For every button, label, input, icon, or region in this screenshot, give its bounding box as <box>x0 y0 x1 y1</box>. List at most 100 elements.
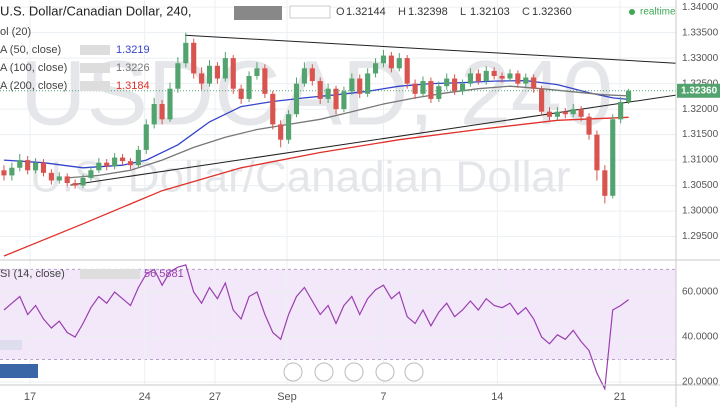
candle-body <box>507 73 513 79</box>
legend-label: A (50, close) <box>0 44 61 56</box>
candle-body <box>475 73 481 82</box>
legend-value: 1.3219 <box>116 44 150 56</box>
masked-box <box>0 364 38 378</box>
ohlc-key: O <box>336 6 345 18</box>
candle-body <box>33 162 39 171</box>
rsi-band <box>0 269 676 360</box>
ohlc-value: 1.32144 <box>346 6 386 18</box>
candle-body <box>594 134 600 171</box>
candle-body <box>444 78 450 87</box>
candle-body <box>523 77 529 84</box>
candle-body <box>9 167 15 176</box>
candle-body <box>404 58 410 84</box>
candle-body <box>25 160 31 171</box>
candle-body <box>459 83 466 92</box>
price-axis <box>676 0 720 385</box>
y-tick-label: 20.0000 <box>682 377 719 388</box>
y-tick-label: 1.33500 <box>682 27 719 38</box>
candle-body <box>199 73 205 84</box>
candle-body <box>349 78 355 92</box>
legend-label: A (200, close) <box>0 80 67 92</box>
legend-value: 1.3184 <box>116 80 150 92</box>
legend-icons <box>80 63 110 73</box>
candle-body <box>491 70 497 76</box>
nav-buttons[interactable] <box>283 362 424 382</box>
candle-body <box>96 162 102 171</box>
rsi-line <box>3 264 629 391</box>
rsi-legend: SI (14, close) <box>0 268 65 280</box>
candle-body <box>119 157 126 162</box>
candle-body <box>301 68 307 84</box>
candle-body <box>428 81 434 99</box>
ohlc-key: L <box>460 6 466 18</box>
background <box>0 0 676 385</box>
candle-body <box>317 81 323 99</box>
y-tick-label: 1.33000 <box>682 53 719 64</box>
y-tick-label: 60.0000 <box>682 287 719 298</box>
candle-body <box>554 111 560 117</box>
ohlc-value: 1.32103 <box>470 6 510 18</box>
candle-body <box>357 78 363 94</box>
candle-body <box>262 68 268 94</box>
candle-body <box>278 124 284 140</box>
candle-body <box>286 114 292 140</box>
legend-icons <box>80 45 110 55</box>
y-tick-label: 1.34000 <box>682 2 719 13</box>
nav-button[interactable] <box>314 362 334 382</box>
x-tick-label: 17 <box>24 391 36 403</box>
candle-body <box>578 109 584 117</box>
ohlc-key: C <box>522 6 530 18</box>
candle-body <box>88 170 94 178</box>
candle-body <box>191 42 197 74</box>
candle-body <box>206 65 213 84</box>
candle-body <box>325 88 331 99</box>
candle-body <box>388 55 394 69</box>
x-tick-label: Sep <box>277 391 297 403</box>
candle-body <box>452 78 458 92</box>
x-tick-label: 14 <box>491 391 503 403</box>
candle-body <box>230 58 236 89</box>
legend-icons <box>80 269 140 279</box>
toolbar <box>289 5 331 19</box>
legend-value: 1.3226 <box>116 62 150 74</box>
candle-body <box>539 88 545 112</box>
candle-body <box>159 104 165 120</box>
candle-body <box>436 86 442 99</box>
candle-body <box>72 183 78 186</box>
candle-body <box>333 88 339 110</box>
nav-button[interactable] <box>344 362 364 382</box>
candle-body <box>341 91 347 110</box>
nav-button[interactable] <box>375 362 395 382</box>
candle-body <box>80 177 86 186</box>
x-tick-label: 7 <box>380 391 386 403</box>
candle-body <box>546 111 553 117</box>
legend-icons <box>80 81 110 91</box>
candle-body <box>380 55 387 64</box>
y-tick-label: 1.30000 <box>682 206 719 217</box>
candle-body <box>183 42 189 64</box>
candle-body <box>270 93 276 125</box>
watermark-subtitle: U.S. Dollar/Canadian Dollar <box>30 153 570 202</box>
candle-body <box>586 116 592 135</box>
candle-body <box>570 109 576 115</box>
chart-title: U.S. Dollar/Canadian Dollar, 240, <box>0 3 192 18</box>
candle-body <box>238 88 244 99</box>
nav-button[interactable] <box>404 362 424 382</box>
candle-body <box>40 162 47 173</box>
nav-button[interactable] <box>283 362 303 382</box>
last-price-tag <box>677 83 720 98</box>
candle-body <box>625 90 632 102</box>
volume-legend: ol (20) <box>0 26 31 38</box>
candle-body <box>396 58 402 69</box>
last-price-label: 1.32360 <box>681 85 718 96</box>
candle-body <box>602 170 608 196</box>
masked-box <box>234 6 282 20</box>
candle-body <box>531 77 537 89</box>
candle-body <box>1 170 7 176</box>
x-tick-label: 24 <box>139 391 151 403</box>
plot <box>0 32 677 391</box>
candle-body <box>143 124 149 150</box>
rsi-value: 56.5881 <box>144 268 184 280</box>
